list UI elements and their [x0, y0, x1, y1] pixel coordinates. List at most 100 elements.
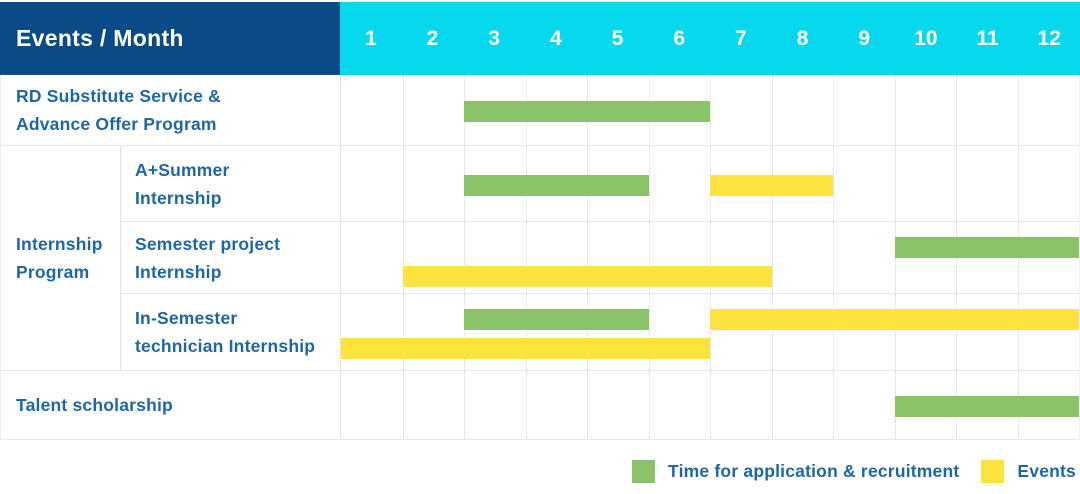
month-gridline: [833, 75, 834, 145]
month-header-4: 4: [550, 26, 562, 50]
row-label-line: Advance Offer Program: [16, 114, 217, 134]
legend-swatch-green: [632, 459, 656, 483]
month-gridline: [710, 294, 711, 370]
month-gridline: [464, 371, 465, 439]
month-gridline: [833, 294, 834, 370]
month-gridline: [648, 222, 650, 293]
month-header-3: 3: [488, 26, 501, 50]
events-month-header-cell: Events / Month: [0, 2, 340, 75]
month-gridline: [587, 294, 588, 370]
row-talent-scholarship: Talent scholarship: [1, 371, 1079, 440]
month-gridline: [464, 294, 465, 370]
month-gridline: [525, 294, 527, 370]
month-gridline: [648, 294, 650, 370]
gantt-track-talent-scholarship: [341, 371, 1079, 439]
row-in-semester-technician: In-Semester technician Internship: [121, 294, 1079, 370]
row-label-line: In-Semester: [135, 308, 238, 328]
legend: Time for application & recruitment Event…: [632, 452, 1076, 490]
row-label-semester-project: Semester project Internship: [121, 222, 341, 293]
month-gridline: [833, 371, 834, 439]
row-label-a-plus-summer: A+Summer Internship: [121, 146, 341, 221]
month-header-10: 10: [914, 26, 938, 50]
month-gridline: [587, 371, 588, 439]
table-header-row: Events / Month 1 2 3 4 5 6 7 8 9 10 11 1…: [0, 2, 1080, 75]
month-gridline: [710, 371, 711, 439]
month-gridline: [894, 75, 896, 145]
month-gridline: [771, 294, 773, 370]
gantt-bar-application: [464, 174, 649, 196]
row-label-line: Talent scholarship: [16, 395, 173, 415]
month-gridline: [956, 75, 957, 145]
month-gridline: [402, 294, 404, 370]
row-rd-substitute: RD Substitute Service & Advance Offer Pr…: [1, 75, 1079, 146]
gantt-bar-application: [894, 237, 1079, 258]
gantt-track-a-plus-summer: [341, 146, 1079, 221]
month-gridline: [956, 294, 957, 370]
month-gridline: [402, 146, 404, 221]
row-a-plus-summer: A+Summer Internship: [121, 146, 1079, 222]
month-header-6: 6: [673, 26, 686, 50]
row-label-line: Internship: [135, 187, 222, 208]
month-gridline: [956, 146, 957, 221]
row-label-line: A+Summer: [135, 159, 230, 180]
month-gridline: [833, 222, 834, 293]
month-gridline: [1017, 294, 1019, 370]
row-label-line: technician Internship: [135, 336, 316, 356]
row-label-line: Semester project: [135, 233, 281, 254]
month-header-11: 11: [976, 26, 999, 50]
month-gridline: [771, 222, 773, 293]
month-gridline: [771, 75, 773, 145]
row-label-talent-scholarship: Talent scholarship: [1, 371, 341, 439]
month-gridline: [894, 294, 896, 370]
gantt-bar-application: [464, 101, 710, 122]
gantt-track-semester-project: [341, 222, 1079, 293]
group-label-line: Program: [16, 262, 90, 282]
month-gridline: [402, 222, 404, 293]
month-gridline: [402, 75, 404, 145]
gantt-bar-event: [710, 309, 1079, 330]
month-gridline: [402, 371, 404, 439]
month-gridline: [648, 146, 650, 221]
month-gridline: [710, 222, 711, 293]
month-gridline: [648, 371, 650, 439]
month-header-12: 12: [1037, 26, 1061, 50]
legend-label-events: Events: [1017, 460, 1076, 481]
row-label-line: Internship: [135, 261, 222, 282]
month-gridline: [525, 371, 527, 439]
gantt-bar-event: [402, 266, 772, 287]
gantt-bar-event: [710, 174, 833, 196]
table-body: RD Substitute Service & Advance Offer Pr…: [0, 75, 1080, 440]
row-label-rd-substitute: RD Substitute Service & Advance Offer Pr…: [1, 75, 341, 145]
month-gridline: [771, 371, 773, 439]
group-body-internship-program: A+Summer Internship Semester project Int…: [121, 146, 1079, 370]
row-semester-project: Semester project Internship: [121, 222, 1079, 294]
legend-item-application: Time for application & recruitment: [632, 459, 959, 483]
month-gridline: [587, 222, 588, 293]
month-gridline: [1017, 146, 1019, 221]
group-internship-program: Internship Program A+Summer Internship S…: [1, 146, 1079, 371]
group-label-internship-program: Internship Program: [1, 146, 121, 370]
month-header-1: 1: [364, 26, 377, 50]
month-header-9: 9: [858, 26, 871, 50]
group-label-line: Internship: [16, 234, 103, 254]
gantt-bar-application: [894, 396, 1079, 417]
month-header-strip: 1 2 3 4 5 6 7 8 9 10 11 12: [340, 2, 1080, 75]
month-gridline: [464, 222, 465, 293]
legend-item-events: Events: [981, 459, 1076, 483]
row-label-in-semester-technician: In-Semester technician Internship: [121, 294, 341, 370]
month-gridline: [525, 222, 527, 293]
month-header-8: 8: [796, 26, 809, 50]
month-header-5: 5: [611, 26, 624, 50]
month-header-2: 2: [426, 26, 439, 50]
gantt-bar-application: [464, 309, 649, 330]
month-gridline: [894, 146, 896, 221]
month-header-7: 7: [735, 26, 747, 50]
gantt-track-rd-substitute: [341, 75, 1079, 145]
row-label-line: RD Substitute Service &: [16, 86, 221, 106]
month-gridline: [1017, 75, 1019, 145]
month-gridline: [833, 146, 834, 221]
gantt-bar-event: [341, 338, 710, 359]
events-month-header-label: Events / Month: [16, 25, 184, 51]
month-gridline: [710, 75, 711, 145]
